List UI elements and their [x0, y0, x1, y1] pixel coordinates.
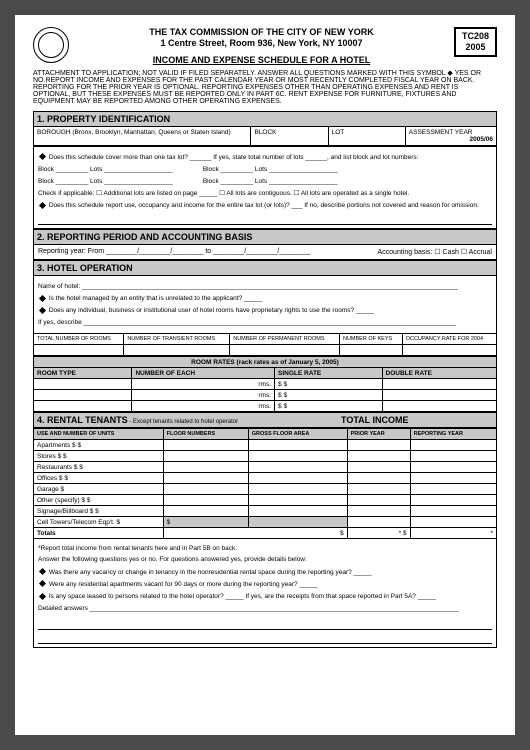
sec3-body: Name of hotel: _________________________…: [33, 276, 497, 333]
form-title: INCOME AND EXPENSE SCHEDULE FOR A HOTEL: [77, 55, 446, 65]
rt-col0: ROOM TYPE: [34, 368, 132, 379]
rm-col4: OCCUPANCY RATE FOR 2004: [402, 334, 496, 345]
sec1-id-row: BOROUGH (Bronx, Brooklyn, Manhattan, Que…: [33, 127, 497, 147]
blank-line[interactable]: [38, 622, 492, 630]
sec1-q1: Does this schedule cover more than one t…: [38, 153, 492, 162]
rt-col3: DOUBLE RATE: [382, 368, 496, 379]
sec3-q3[interactable]: If yes, describe _______________________…: [38, 318, 492, 327]
rm-col0: TOTAL NUMBER OF ROOMS: [34, 334, 124, 345]
sec1-q2: Does this schedule report use, occupancy…: [38, 201, 492, 210]
rooms-table: TOTAL NUMBER OF ROOMS NUMBER OF TRANSIEN…: [33, 333, 497, 356]
rm-col1: NUMBER OF TRANSIENT ROOMS: [124, 334, 230, 345]
block-cell[interactable]: BLOCK: [251, 127, 328, 146]
form-code-box: TC208 2005: [454, 27, 497, 57]
sec4-det[interactable]: Detailed answers _______________________…: [38, 604, 492, 613]
hotel-name[interactable]: Name of hotel: _________________________…: [38, 282, 492, 291]
tenants-table: USE AND NUMBER OF UNITS FLOOR NUMBERS GR…: [33, 428, 497, 539]
agency-name: THE TAX COMMISSION OF THE CITY OF NEW YO…: [77, 27, 446, 38]
block-lots-row[interactable]: Block _________ Lots ___________________…: [38, 165, 492, 174]
form-year: 2005: [462, 42, 489, 53]
diamond-icon: [39, 202, 46, 209]
sec3-q1: Is the hotel managed by an entity that i…: [38, 294, 492, 303]
city-seal-icon: [33, 27, 69, 63]
accounting-basis[interactable]: Accounting basis: ☐ Cash ☐ Accrual: [378, 248, 493, 256]
diamond-icon: [39, 568, 46, 575]
sec1-head: 1. PROPERTY IDENTIFICATION: [33, 111, 497, 127]
sec4-q1: Was there any vacancy or change in tenan…: [38, 568, 492, 577]
diamond-icon: [39, 307, 46, 314]
year-cell: ASSESSMENT YEAR 2005/06: [406, 127, 496, 146]
sec4-foot: *Report total income from rental tenants…: [38, 545, 492, 552]
sec4-total: TOTAL INCOME: [341, 415, 493, 425]
rates-table: ROOM RATES (rack rates as of January 5, …: [33, 356, 497, 412]
diamond-icon: [39, 580, 46, 587]
blank-line[interactable]: [38, 636, 492, 644]
rm-col3: NUMBER OF KEYS: [339, 334, 402, 345]
form-code: TC208: [462, 31, 489, 42]
diamond-icon: [39, 295, 46, 302]
sec2-head: 2. REPORTING PERIOD AND ACCOUNTING BASIS: [33, 229, 497, 245]
rates-title: ROOM RATES (rack rates as of January 5, …: [34, 357, 497, 368]
sec2-body: Reporting year: From ________/________/_…: [33, 245, 497, 260]
assessment-year: 2005/06: [409, 136, 493, 143]
sec3-head: 3. HOTEL OPERATION: [33, 260, 497, 276]
sec1-check[interactable]: Check if applicable: ☐ Additional lots a…: [38, 189, 492, 198]
agency-address: 1 Centre Street, Room 936, New York, NY …: [77, 38, 446, 49]
diamond-icon: [39, 153, 46, 160]
rt-col2: SINGLE RATE: [275, 368, 382, 379]
sec1-body: Does this schedule cover more than one t…: [33, 147, 497, 229]
sec4-questions: *Report total income from rental tenants…: [33, 539, 497, 647]
diamond-icon: [39, 592, 46, 599]
header: THE TAX COMMISSION OF THE CITY OF NEW YO…: [33, 27, 497, 65]
lot-cell[interactable]: LOT: [329, 127, 406, 146]
rt-col1: NUMBER OF EACH: [132, 368, 275, 379]
sec4-q3: Is any space leased to persons related t…: [38, 592, 492, 601]
sec1-blank-line[interactable]: [38, 217, 492, 225]
sec4-head: 4. RENTAL TENANTS - Except tenants relat…: [33, 412, 497, 428]
sec3-q2: Does any individual, business or institu…: [38, 306, 492, 315]
title-block: THE TAX COMMISSION OF THE CITY OF NEW YO…: [77, 27, 446, 65]
form-page: THE TAX COMMISSION OF THE CITY OF NEW YO…: [15, 15, 515, 735]
block-lots-row2[interactable]: Block _________ Lots ___________________…: [38, 177, 492, 186]
attachment-text: ATTACHMENT TO APPLICATION; NOT VALID IF …: [33, 69, 497, 105]
rm-col2: NUMBER OF PERMANENT ROOMS: [230, 334, 340, 345]
sec4-ans: Answer the following questions yes or no…: [38, 555, 492, 564]
reporting-year[interactable]: Reporting year: From ________/________/_…: [38, 248, 310, 256]
borough-cell[interactable]: BOROUGH (Bronx, Brooklyn, Manhattan, Que…: [34, 127, 251, 146]
sec4-title: 4. RENTAL TENANTS - Except tenants relat…: [37, 415, 341, 425]
sec4-q2: Were any residential apartments vacant f…: [38, 580, 492, 589]
